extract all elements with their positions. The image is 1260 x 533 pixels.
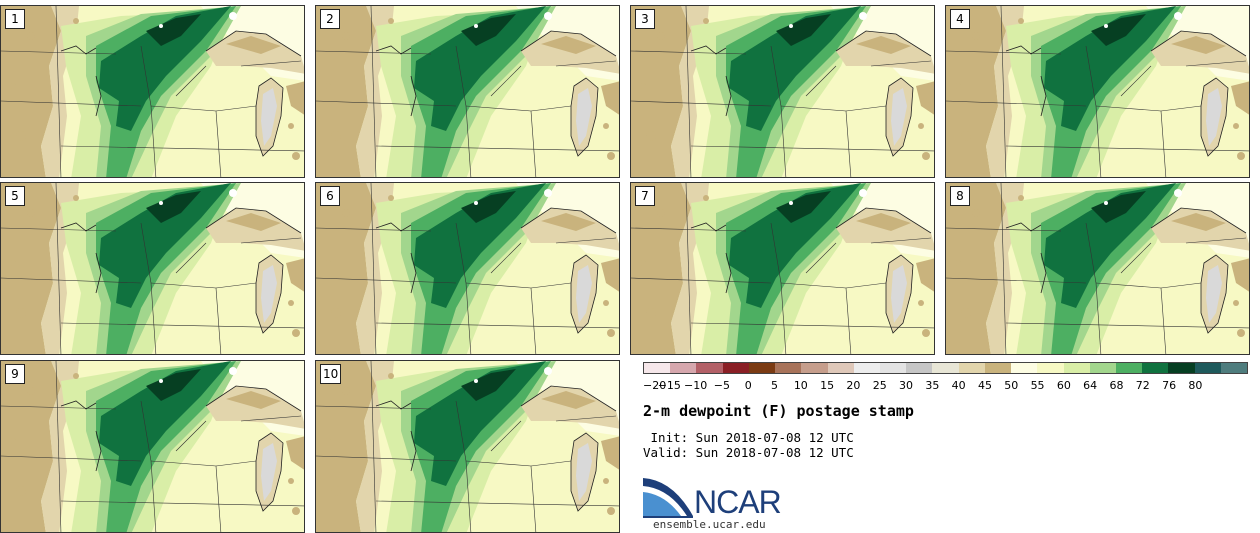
dewpoint-map xyxy=(316,183,619,354)
colorbar-bin-18 xyxy=(1115,363,1143,373)
colorbar-bin-2 xyxy=(696,363,723,373)
colorbar-bin-19 xyxy=(1142,363,1169,373)
colorbar-tick-label: 76 xyxy=(1162,379,1177,392)
dewpoint-map xyxy=(631,6,934,177)
colorbar-bin-15 xyxy=(1037,363,1064,373)
colorbar-bin-21 xyxy=(1194,363,1221,373)
colorbar-bin-11 xyxy=(932,363,959,373)
colorbar-tick-label: 0 xyxy=(744,379,752,392)
colorbar-tick-label: 10 xyxy=(793,379,808,392)
colorbar-bin-1 xyxy=(670,363,697,373)
colorbar-tick-label: 64 xyxy=(1083,379,1098,392)
colorbar-bin-10 xyxy=(906,363,933,373)
panel-number: 10 xyxy=(320,364,342,384)
postage-stamp-panel-8: 8 xyxy=(945,182,1250,355)
colorbar-bin-16 xyxy=(1063,363,1090,373)
colorbar-bin-13 xyxy=(984,363,1012,373)
colorbar-tick-label: 35 xyxy=(925,379,940,392)
colorbar-tick-label: 72 xyxy=(1135,379,1150,392)
colorbar-bin-0 xyxy=(644,363,671,373)
postage-stamp-panel-1: 1 xyxy=(0,5,305,178)
colorbar-bin-9 xyxy=(879,363,907,373)
panel-number: 8 xyxy=(950,186,970,206)
colorbar-bin-6 xyxy=(801,363,828,373)
panel-number: 9 xyxy=(5,364,25,384)
panel-number: 5 xyxy=(5,186,25,206)
colorbar-tick-label: −10 xyxy=(683,379,708,392)
logo-wordmark: NCAR xyxy=(694,484,782,520)
colorbar-bin-4 xyxy=(748,363,776,373)
colorbar-tick-label: 68 xyxy=(1109,379,1124,392)
postage-stamp-panel-4: 4 xyxy=(945,5,1250,178)
colorbar-tick-label: 30 xyxy=(899,379,914,392)
colorbar-tick-label: 20 xyxy=(846,379,861,392)
colorbar-tick-label: −20 xyxy=(643,379,667,392)
colorbar-bin-22 xyxy=(1220,363,1248,373)
ncar-logo: NCAR ensemble.ucar.edu xyxy=(643,476,803,532)
panel-number: 4 xyxy=(950,9,970,29)
colorbar-bin-12 xyxy=(958,363,985,373)
colorbar-bin-3 xyxy=(722,363,749,373)
postage-stamp-panel-10: 10 xyxy=(315,360,620,533)
dewpoint-map xyxy=(946,183,1249,354)
colorbar-tick-label: 15 xyxy=(820,379,835,392)
colorbar-tick-label: 55 xyxy=(1030,379,1045,392)
valid-time: Valid: Sun 2018-07-08 12 UTC xyxy=(643,445,854,460)
dewpoint-map xyxy=(1,183,304,354)
postage-stamp-panel-7: 7 xyxy=(630,182,935,355)
dewpoint-map xyxy=(316,361,619,532)
ncar-swoosh-icon xyxy=(643,478,693,518)
panel-number: 3 xyxy=(635,9,655,29)
colorbar-tick-label: 45 xyxy=(977,379,992,392)
chart-title: 2-m dewpoint (F) postage stamp xyxy=(643,402,914,420)
colorbar-tick-label: 25 xyxy=(872,379,887,392)
panel-number: 6 xyxy=(320,186,340,206)
panel-number: 1 xyxy=(5,9,25,29)
dewpoint-map xyxy=(1,6,304,177)
postage-stamp-panel-5: 5 xyxy=(0,182,305,355)
colorbar-tick-label: 50 xyxy=(1004,379,1019,392)
postage-stamp-panel-6: 6 xyxy=(315,182,620,355)
panel-number: 7 xyxy=(635,186,655,206)
colorbar-tick-labels: −20 −15 −10 −5 0 5 10 15 20 25 30 35 40 45 50 55 60 64 68 7… xyxy=(643,379,1248,393)
colorbar xyxy=(643,362,1248,374)
init-time: Init: Sun 2018-07-08 12 UTC xyxy=(643,430,854,445)
panel-number: 2 xyxy=(320,9,340,29)
colorbar-bin-20 xyxy=(1168,363,1195,373)
colorbar-bin-8 xyxy=(853,363,880,373)
colorbar-tick-label: 40 xyxy=(951,379,966,392)
dewpoint-map xyxy=(1,361,304,532)
colorbar-tick-label: 80 xyxy=(1188,379,1203,392)
colorbar-tick-label: −5 xyxy=(713,379,731,392)
dewpoint-map xyxy=(631,183,934,354)
postage-stamp-panel-9: 9 xyxy=(0,360,305,533)
colorbar-tick-label: 5 xyxy=(771,379,779,392)
postage-stamp-panel-3: 3 xyxy=(630,5,935,178)
site-url: ensemble.ucar.edu xyxy=(653,518,766,531)
colorbar-bin-14 xyxy=(1011,363,1038,373)
colorbar-bin-7 xyxy=(827,363,854,373)
dewpoint-map xyxy=(946,6,1249,177)
colorbar-bin-17 xyxy=(1089,363,1116,373)
dewpoint-map xyxy=(316,6,619,177)
colorbar-tick-label: −15 xyxy=(657,379,681,392)
colorbar-tick-label: 60 xyxy=(1056,379,1071,392)
postage-stamp-panel-2: 2 xyxy=(315,5,620,178)
colorbar-bin-5 xyxy=(775,363,802,373)
